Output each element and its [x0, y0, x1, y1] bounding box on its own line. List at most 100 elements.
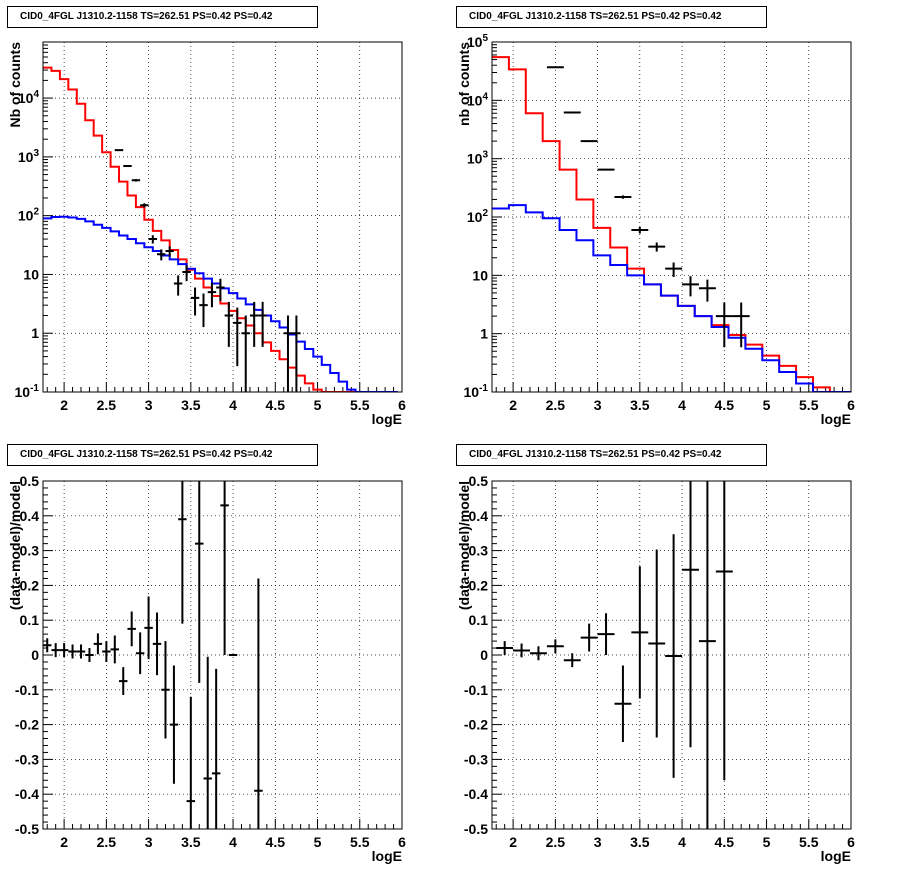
chart-canvas: 2 2.5 3 3.5 4 4.5 5 5.5 6 10-1 1 10 102 103 104 logE Nb …: [7, 41, 406, 427]
x-tick-label: 5.5: [799, 397, 819, 413]
data-point: [114, 149, 124, 152]
residual-point: [220, 481, 229, 655]
residual-point: [254, 578, 263, 829]
residual-point: [546, 639, 564, 654]
x-tick-label: 5: [314, 834, 322, 850]
x-tick-label: 4: [678, 397, 686, 413]
chart-canvas: 2 2.5 3 3.5 4 4.5 5 5.5 6 10-1 1 10 102 103 104 105 logE…: [456, 33, 855, 427]
x-tick-label: 2.5: [97, 834, 117, 850]
data-point: [207, 282, 217, 308]
y-tick-label: 104: [467, 91, 489, 108]
residual-point: [68, 644, 77, 659]
y-tick-label: 0.2: [469, 577, 489, 593]
residual-point: [51, 643, 60, 658]
y-tick-label: 0.2: [20, 577, 40, 593]
x-axis-label: logE: [372, 848, 402, 864]
residual-point: [127, 611, 136, 647]
y-axis-label: (data-model)/model: [456, 481, 472, 610]
x-tick-label: 5.5: [799, 834, 819, 850]
x-tick-label: 5.5: [350, 834, 370, 850]
plot-frame: [491, 480, 852, 830]
residual-point: [682, 481, 699, 748]
residual-point: [43, 638, 52, 653]
residual-point: [76, 644, 86, 659]
x-axis-label: logE: [372, 411, 402, 427]
residual-point: [513, 643, 531, 658]
residual-point: [648, 549, 666, 738]
x-tick-label: 4.5: [715, 397, 735, 413]
y-tick-label: 0.5: [20, 473, 40, 489]
residual-point: [496, 641, 514, 655]
y-tick-label: -0.1: [464, 682, 488, 698]
residual-point: [169, 665, 179, 784]
data-point: [249, 301, 259, 347]
residual-point: [698, 481, 716, 829]
y-tick-label: -0.1: [15, 682, 39, 698]
x-tick-label: 2: [509, 397, 517, 413]
x-tick-label: 2: [60, 397, 68, 413]
x-axis-label: logE: [821, 848, 851, 864]
data-point: [283, 315, 293, 392]
data-point: [698, 279, 716, 302]
residual-point: [144, 596, 153, 660]
residual-point: [597, 613, 615, 655]
data-point: [715, 302, 733, 348]
y-tick-label: 1: [31, 325, 39, 341]
plot-area: [43, 66, 398, 392]
x-tick-label: 4.5: [715, 834, 735, 850]
data-point: [131, 179, 141, 182]
y-tick-label: 0.4: [20, 508, 40, 524]
x-tick-label: 6: [398, 397, 406, 413]
model-total-line: [43, 66, 398, 392]
residual-point: [715, 481, 733, 781]
x-tick-label: 5: [763, 397, 771, 413]
x-tick-label: 4.5: [266, 834, 286, 850]
x-tick-label: 2.5: [546, 834, 566, 850]
residual-point: [203, 656, 212, 829]
data-point: [190, 287, 200, 316]
data-point: [123, 164, 132, 167]
chart-title: CID0_4FGL J1310.2-1158 TS=262.51 PS=0.42…: [7, 444, 318, 466]
x-axis-label: logE: [821, 411, 851, 427]
chart-title: CID0_4FGL J1310.2-1158 TS=262.51 PS=0.42…: [456, 444, 767, 466]
x-tick-label: 6: [847, 397, 855, 413]
y-tick-label: 0: [31, 647, 39, 663]
residual-point: [530, 646, 547, 661]
y-axis-label: (data-model)/model: [7, 481, 23, 610]
x-tick-label: 3.5: [630, 397, 650, 413]
chart-title: CID0_4FGL J1310.2-1158 TS=262.51 PS=0.42…: [456, 6, 767, 28]
y-tick-label: 0.1: [20, 612, 40, 628]
x-tick-label: 4.5: [266, 397, 286, 413]
data-point: [631, 226, 649, 234]
y-tick-label: 10-1: [464, 383, 489, 400]
y-tick-label: 0.1: [469, 612, 489, 628]
y-tick-label: 0: [480, 647, 488, 663]
plot-area: [492, 56, 851, 392]
y-tick-label: 103: [467, 150, 489, 167]
y-tick-label: 10: [472, 267, 488, 283]
plot-frame: [491, 41, 852, 393]
x-tick-label: 2.5: [97, 397, 117, 413]
data-point: [258, 301, 267, 347]
x-tick-label: 2: [509, 834, 517, 850]
x-tick-label: 3: [145, 834, 153, 850]
residual-point: [631, 566, 649, 699]
y-tick-label: 102: [18, 207, 40, 224]
chart-panel-top-left: 2 2.5 3 3.5 4 4.5 5 5.5 6 10-1 1 10 102 103 104 logE Nb …: [0, 0, 449, 437]
residual-point: [152, 612, 162, 676]
plot-area: [496, 481, 733, 829]
chart-canvas: 2 2.5 3 3.5 4 4.5 5 5.5 6 -0.5 -0.4 -0.3 -0.2 -0.1 0 0.…: [7, 473, 406, 864]
y-tick-label: -0.4: [464, 786, 488, 802]
x-tick-label: 3.5: [181, 834, 201, 850]
residual-point: [59, 643, 69, 658]
data-point: [580, 140, 598, 143]
y-tick-label: -0.5: [15, 821, 39, 837]
residual-point: [85, 648, 94, 662]
data-point: [182, 265, 191, 282]
x-tick-label: 5: [763, 834, 771, 850]
y-tick-label: -0.5: [464, 821, 488, 837]
x-tick-label: 6: [847, 834, 855, 850]
y-tick-label: 0.4: [469, 508, 489, 524]
residual-point: [119, 667, 128, 696]
x-tick-label: 6: [398, 834, 406, 850]
